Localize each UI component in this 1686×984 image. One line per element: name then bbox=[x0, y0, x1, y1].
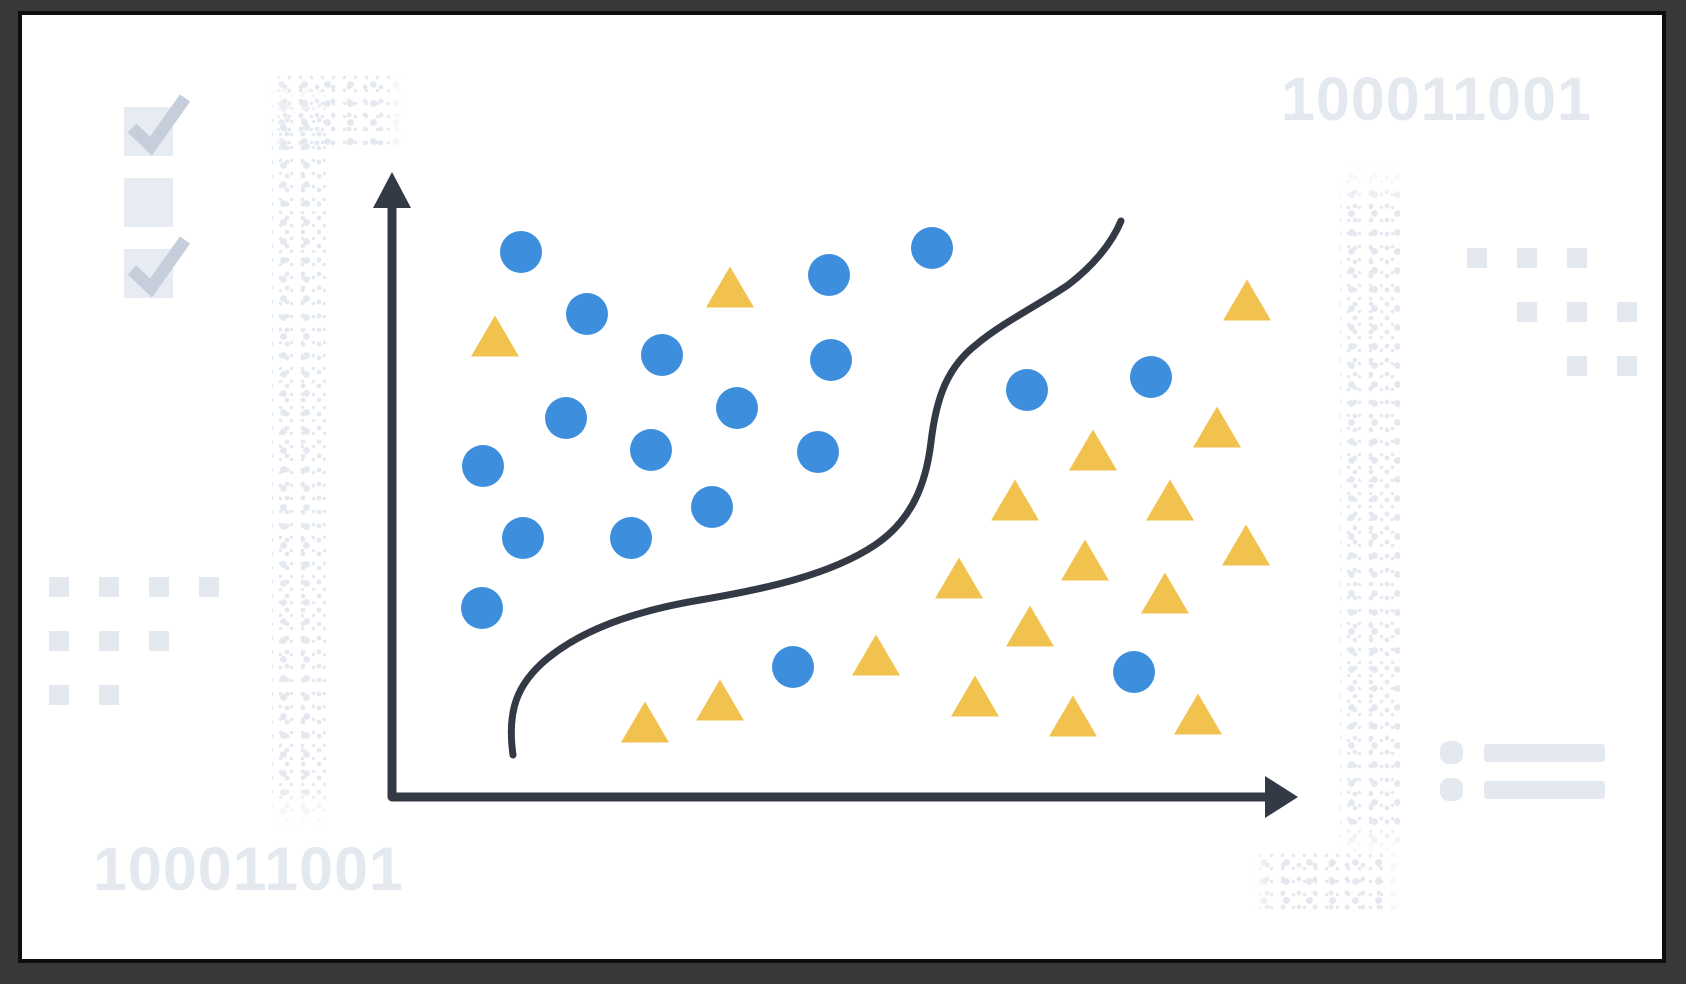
grid-square bbox=[199, 577, 219, 597]
binary-text-bottom-left: 100011001 bbox=[93, 835, 404, 903]
grid-square bbox=[1617, 356, 1637, 376]
list-line bbox=[1484, 744, 1605, 762]
grid-square bbox=[49, 685, 69, 705]
grid-square bbox=[1567, 302, 1587, 322]
grid-square bbox=[1467, 248, 1487, 268]
grid-square bbox=[99, 685, 119, 705]
list-bullet bbox=[1440, 778, 1463, 801]
checkbox-checked bbox=[124, 94, 191, 156]
grid-square bbox=[149, 577, 169, 597]
check-icon bbox=[127, 236, 191, 298]
speckle-band-right-vertical bbox=[1340, 166, 1400, 860]
grid-square bbox=[99, 631, 119, 651]
checkbox-empty bbox=[124, 178, 173, 227]
grid-square bbox=[1517, 248, 1537, 268]
list-line bbox=[1484, 781, 1605, 799]
check-icon bbox=[127, 94, 191, 156]
speckle-band-bottom-right-horizontal bbox=[1252, 853, 1400, 915]
binary-text-top-right: 100011001 bbox=[1281, 65, 1592, 133]
grid-square bbox=[149, 631, 169, 651]
grid-square bbox=[1567, 248, 1587, 268]
grid-square bbox=[49, 577, 69, 597]
list-bullet bbox=[1440, 741, 1463, 764]
grid-square bbox=[99, 577, 119, 597]
grid-square bbox=[49, 631, 69, 651]
speckle-band-left-vertical bbox=[272, 80, 326, 828]
grid-square bbox=[1617, 302, 1637, 322]
illustration-card bbox=[18, 11, 1666, 963]
grid-square bbox=[1517, 302, 1537, 322]
grid-square bbox=[1567, 356, 1587, 376]
checkbox-checked bbox=[124, 236, 191, 298]
